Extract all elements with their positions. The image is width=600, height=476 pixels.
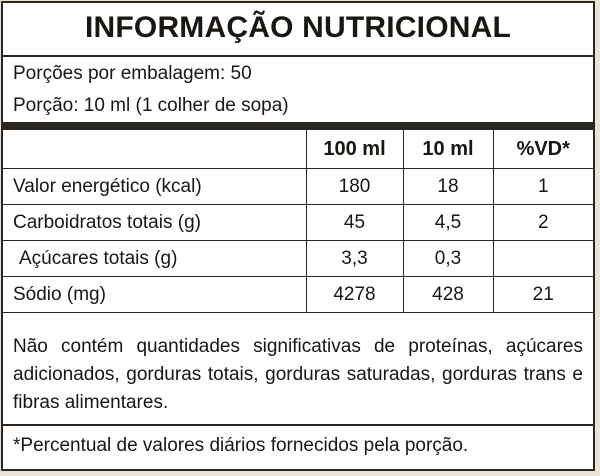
value-per-100ml: 45 [305, 204, 404, 241]
nutrient-label: Sódio (mg) [3, 276, 307, 313]
value-per-serving: 18 [402, 168, 494, 205]
header-per-100ml: 100 ml [305, 130, 404, 169]
nutrition-label: INFORMAÇÃO NUTRICIONAL Porções por embal… [1, 1, 595, 471]
nutrition-table: 100 ml 10 ml %VD* Valor energético (kcal… [3, 130, 593, 313]
title-divider [3, 55, 593, 57]
nutrient-label: Açúcares totais (g) [3, 240, 307, 277]
value-per-100ml: 3,3 [305, 240, 404, 277]
value-daily-percent: 21 [492, 276, 593, 313]
header-daily-value: %VD* [492, 130, 593, 169]
footnote-divider [3, 424, 593, 426]
nutrient-label: Valor energético (kcal) [3, 168, 307, 205]
table-header-row: 100 ml 10 ml %VD* [3, 130, 593, 169]
thick-divider [3, 122, 593, 130]
value-per-serving: 428 [402, 276, 494, 313]
value-per-serving: 4,5 [402, 204, 494, 241]
servings-per-package: Porções por embalagem: 50 [13, 63, 252, 84]
table-row: Valor energético (kcal) 180 18 1 [3, 168, 593, 205]
value-daily-percent [492, 240, 593, 277]
value-daily-percent: 1 [492, 168, 593, 205]
nutrient-note: Não contém quantidades significativas de… [13, 336, 583, 413]
value-per-100ml: 4278 [305, 276, 404, 313]
header-nutrient [3, 130, 307, 169]
footnote: *Percentual de valores diários fornecido… [13, 435, 469, 456]
nutrient-label: Carboidratos totais (g) [3, 204, 307, 241]
table-row: Carboidratos totais (g) 45 4,5 2 [3, 204, 593, 241]
label-title: INFORMAÇÃO NUTRICIONAL [84, 11, 512, 44]
value-per-100ml: 180 [305, 168, 404, 205]
table-row: Sódio (mg) 4278 428 21 [3, 276, 593, 313]
serving-size: Porção: 10 ml (1 colher de sopa) [13, 95, 289, 116]
value-per-serving: 0,3 [402, 240, 494, 277]
table-row: Açúcares totais (g) 3,3 0,3 [3, 240, 593, 277]
header-per-serving: 10 ml [402, 130, 494, 169]
value-daily-percent: 2 [492, 204, 593, 241]
